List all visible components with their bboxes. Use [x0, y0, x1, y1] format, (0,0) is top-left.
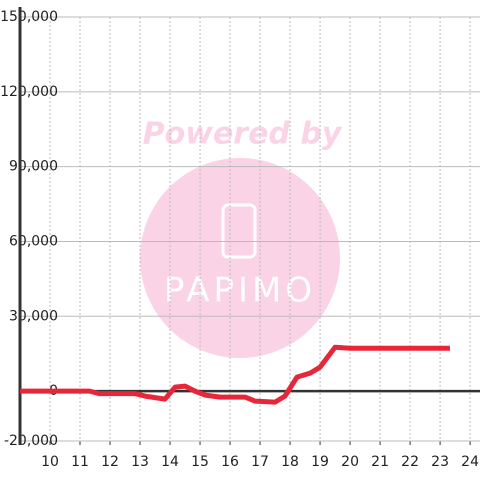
watermark-phone	[221, 203, 257, 259]
x-tick-label: 14	[161, 454, 179, 470]
x-tick-label: 19	[311, 454, 329, 470]
watermark-text: Powered by	[143, 117, 343, 152]
data-line	[20, 344, 450, 405]
y-tick-label: 30,000	[9, 308, 58, 324]
x-tick-label: 12	[101, 454, 119, 470]
x-tick-label: 13	[131, 454, 149, 470]
x-tick-label: 18	[281, 454, 299, 470]
y-tick-label: -20,000	[4, 433, 58, 449]
y-tick-label: 150,000	[0, 9, 58, 25]
x-tick-label: 17	[251, 454, 269, 470]
x-tick-label: 16	[221, 454, 239, 470]
y-tick-label: 90,000	[9, 159, 58, 175]
x-tick-label: 15	[191, 454, 209, 470]
x-tick-label: 24	[461, 454, 479, 470]
x-tick-label: 10	[41, 454, 59, 470]
x-tick-label: 20	[341, 454, 359, 470]
x-tick-label: 22	[401, 454, 419, 470]
x-tick-label: 21	[371, 454, 389, 470]
y-tick-label: 60,000	[9, 233, 58, 249]
x-tick-label: 23	[431, 454, 449, 470]
x-tick-label: 11	[71, 454, 89, 470]
watermark-logo: PAPIMO	[164, 271, 316, 311]
y-tick-label: 120,000	[0, 84, 58, 100]
